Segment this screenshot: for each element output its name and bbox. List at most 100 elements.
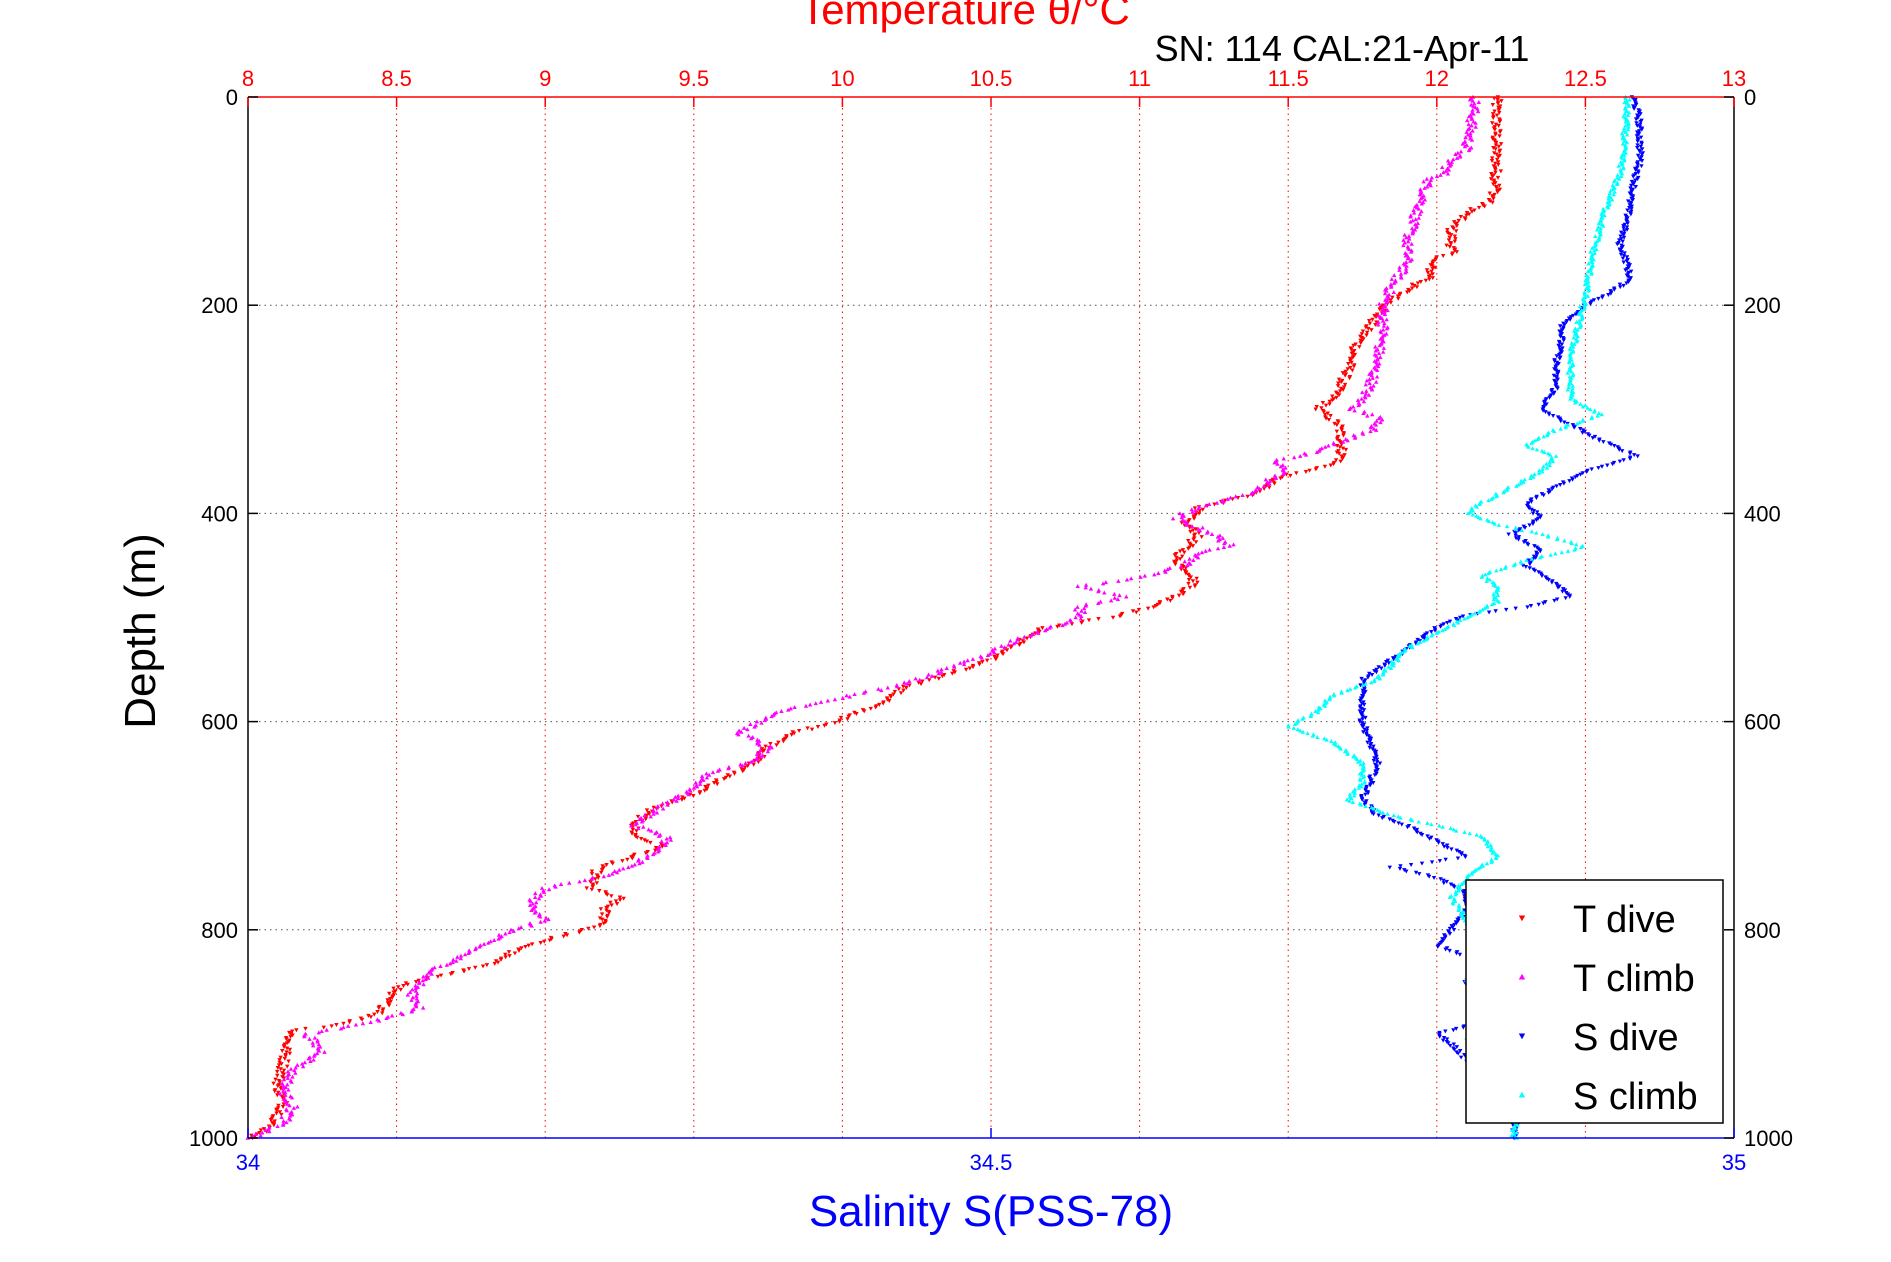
- data-point: [1454, 951, 1459, 956]
- data-point: [1199, 535, 1204, 540]
- legend-marker: [1518, 1033, 1526, 1040]
- data-point: [837, 719, 842, 724]
- data-point: [546, 917, 551, 922]
- data-point: [1327, 402, 1332, 407]
- data-point: [1447, 948, 1452, 953]
- data-point: [1390, 295, 1395, 300]
- data-point: [1451, 827, 1456, 832]
- data-point: [1623, 119, 1628, 124]
- data-point: [1625, 199, 1631, 204]
- data-point: [752, 724, 757, 729]
- data-point: [1445, 620, 1450, 625]
- data-point: [1215, 546, 1221, 551]
- data-point: [438, 973, 444, 978]
- data-point: [275, 1084, 281, 1089]
- data-point: [1460, 614, 1466, 619]
- data-point: [400, 1012, 405, 1017]
- data-point: [825, 698, 831, 703]
- data-point: [614, 902, 620, 906]
- data-point: [1610, 187, 1616, 192]
- data-point: [1336, 377, 1342, 382]
- data-point: [659, 804, 664, 809]
- data-point: [260, 1130, 265, 1135]
- data-point: [1358, 777, 1363, 782]
- data-point: [284, 1050, 289, 1055]
- data-point: [1364, 388, 1369, 393]
- data-point: [1189, 507, 1195, 512]
- data-point: [420, 1005, 426, 1010]
- data-point: [1608, 194, 1613, 199]
- data-point: [1337, 445, 1343, 450]
- data-point: [1165, 597, 1170, 602]
- data-point: [429, 971, 434, 976]
- data-point: [1620, 155, 1625, 160]
- data-point: [1377, 307, 1382, 312]
- data-point: [1030, 632, 1036, 637]
- data-point: [310, 1043, 316, 1048]
- data-point: [1455, 856, 1461, 861]
- data-point: [359, 1017, 365, 1022]
- data-point: [1415, 637, 1420, 642]
- data-point: [920, 679, 925, 684]
- data-point: [1639, 142, 1644, 147]
- data-point: [455, 954, 460, 959]
- data-point: [1457, 1049, 1463, 1054]
- data-point: [1581, 306, 1587, 311]
- data-point: [1474, 513, 1479, 518]
- data-point: [1606, 293, 1611, 297]
- data-point: [1369, 373, 1375, 378]
- data-point: [1630, 198, 1636, 202]
- data-point: [1539, 448, 1545, 453]
- data-point: [1624, 259, 1629, 264]
- data-point: [608, 900, 613, 905]
- data-point: [1197, 509, 1202, 513]
- data-point: [1190, 528, 1196, 533]
- data-point: [980, 659, 985, 664]
- data-point: [1535, 512, 1541, 517]
- data-point: [1437, 1034, 1442, 1039]
- data-point: [1434, 630, 1439, 635]
- data-point: [634, 829, 639, 834]
- data-point: [1377, 301, 1382, 306]
- data-point: [1447, 619, 1453, 624]
- legend-marker: [1518, 915, 1526, 922]
- data-point: [1381, 323, 1387, 328]
- data-point: [503, 931, 508, 936]
- data-point: [1430, 264, 1435, 269]
- data-point: [1411, 208, 1416, 212]
- data-point: [1526, 558, 1531, 563]
- data-point: [1371, 806, 1376, 811]
- data-point: [477, 944, 482, 949]
- data-point: [1186, 581, 1191, 586]
- data-point: [368, 1015, 374, 1020]
- data-point: [1389, 276, 1394, 281]
- legend-label: T climb: [1573, 958, 1695, 1000]
- data-point: [1422, 197, 1428, 202]
- data-point: [544, 915, 549, 920]
- data-point: [1356, 403, 1361, 408]
- data-point: [1565, 370, 1570, 375]
- data-point: [1577, 318, 1582, 323]
- data-point: [1493, 143, 1499, 148]
- data-point: [1416, 206, 1421, 211]
- data-point: [1382, 312, 1388, 317]
- data-point: [1492, 127, 1498, 132]
- data-point: [1626, 124, 1631, 129]
- data-point: [1534, 447, 1540, 452]
- data-point: [1627, 205, 1632, 210]
- data-point: [295, 1062, 300, 1067]
- data-point: [706, 772, 712, 777]
- data-point: [372, 1012, 377, 1017]
- data-point: [1193, 540, 1199, 545]
- data-point: [736, 728, 742, 733]
- data-point: [1395, 294, 1401, 299]
- data-point: [1186, 574, 1192, 579]
- data-point: [1639, 164, 1644, 169]
- data-point: [665, 800, 670, 805]
- data-point: [1497, 119, 1503, 124]
- data-point: [1073, 615, 1078, 620]
- data-point: [295, 1104, 300, 1109]
- data-point: [751, 762, 756, 767]
- data-point: [498, 957, 504, 962]
- data-point: [1580, 404, 1586, 409]
